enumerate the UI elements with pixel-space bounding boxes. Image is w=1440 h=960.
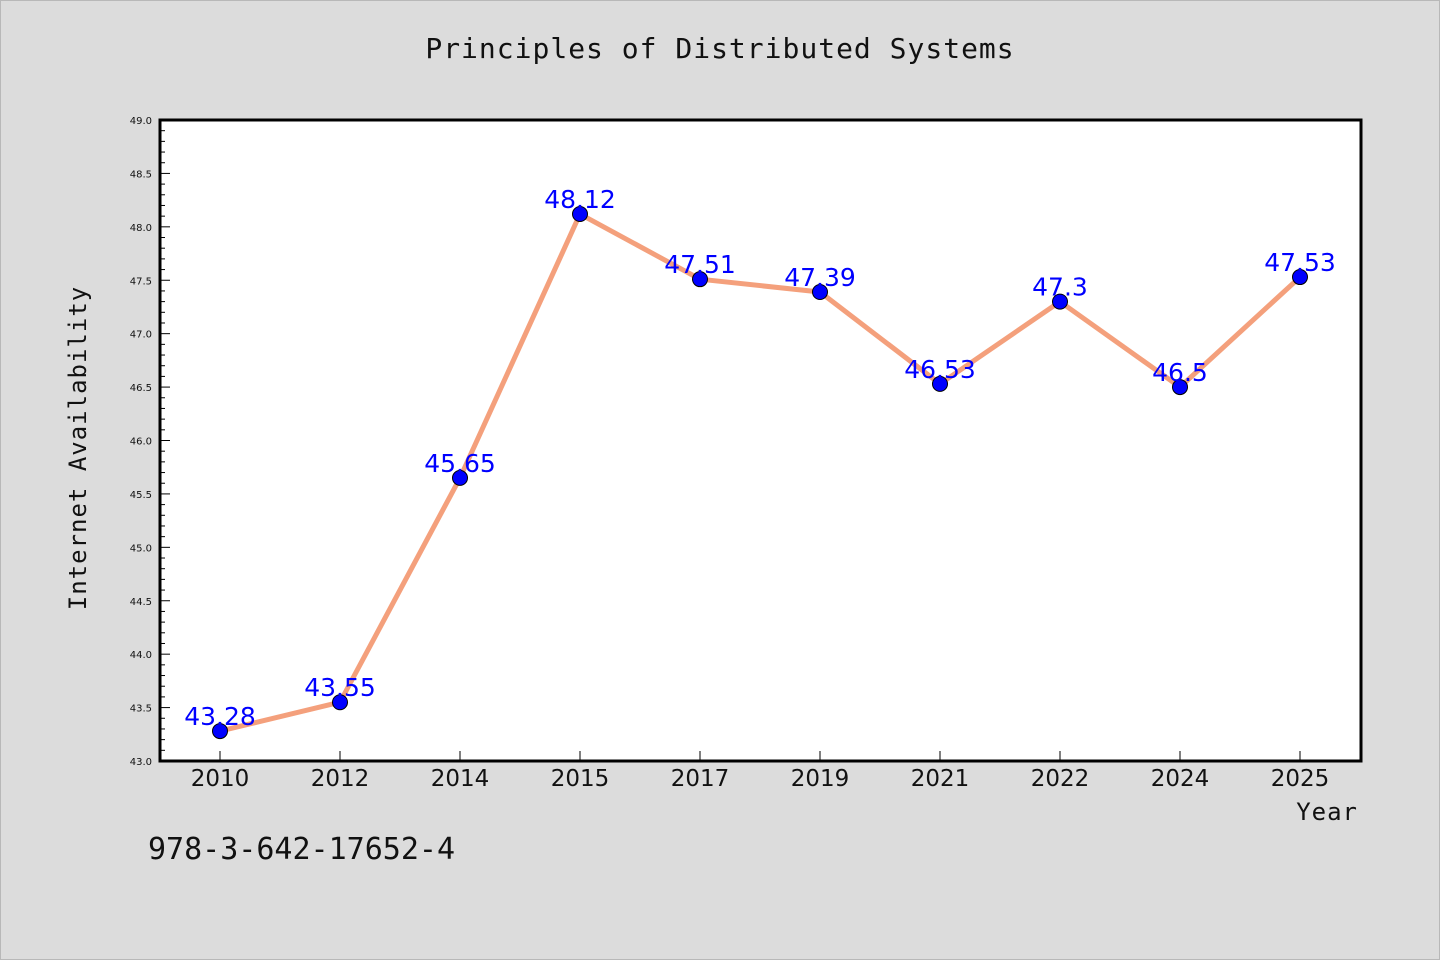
data-point (812, 284, 828, 301)
data-point (452, 469, 468, 486)
y-axis-label: Internet Availability (64, 286, 92, 610)
x-tick-label: 2017 (671, 766, 730, 792)
x-tick-label: 2022 (1031, 766, 1090, 792)
data-label: 46.5 (1152, 358, 1208, 387)
y-tick-label: 46.5 (130, 383, 152, 394)
data-label: 48.12 (544, 185, 616, 214)
x-tick-label: 2012 (311, 766, 370, 792)
data-point (1052, 293, 1068, 310)
x-axis-ticks: 2010 2012 2014 2015 2017 2019 2021 2022 2024 2025 (191, 751, 1330, 792)
y-tick-label: 46.0 (130, 437, 152, 448)
series-line (219, 211, 1302, 734)
data-point (212, 723, 228, 740)
data-label: 47.51 (664, 250, 736, 279)
x-tick-label: 2024 (1151, 766, 1210, 792)
x-tick-label: 2014 (431, 766, 490, 792)
y-tick-label: 44.5 (130, 597, 152, 608)
x-tick-label: 2010 (191, 766, 250, 792)
data-point (1172, 379, 1188, 396)
series-group (212, 206, 1308, 740)
y-tick-label: 47.0 (130, 330, 152, 341)
y-tick-label: 48.0 (130, 223, 152, 234)
data-point (692, 271, 708, 288)
data-labels-group: 43.28 43.55 45.65 48.12 47.51 47.39 46.53 47.3 4… (184, 185, 1336, 731)
y-axis-ticks: 43.0 43.5 44.0 44.5 45.0 45.5 46.0 46.5 47.0 47.5… (130, 116, 170, 768)
y-tick-label: 44.0 (130, 650, 152, 661)
data-point (932, 375, 948, 392)
chart-title: Principles of Distributed Systems (425, 32, 1015, 65)
y-tick-label: 49.0 (130, 116, 152, 127)
x-axis-label: Year (1296, 798, 1358, 826)
data-label: 43.55 (304, 673, 376, 702)
x-tick-label: 2019 (791, 766, 850, 792)
data-point (572, 206, 588, 223)
data-point (1292, 269, 1308, 286)
data-label: 45.65 (424, 449, 496, 478)
y-tick-label: 47.5 (130, 276, 152, 287)
data-label: 47.3 (1032, 273, 1088, 302)
x-tick-label: 2021 (911, 766, 970, 792)
isbn-text: 978-3-642-17652-4 (148, 832, 456, 867)
y-tick-label: 48.5 (130, 169, 152, 180)
y-tick-label: 43.0 (130, 757, 152, 768)
plot-area (158, 118, 1363, 763)
data-label: 47.53 (1264, 248, 1336, 277)
data-label: 46.53 (904, 355, 976, 384)
data-label: 47.39 (784, 263, 856, 292)
y-tick-label: 43.5 (130, 704, 152, 715)
y-tick-label: 45.5 (130, 490, 152, 501)
data-point (332, 694, 348, 711)
x-tick-label: 2015 (551, 766, 610, 792)
data-label: 43.28 (184, 702, 256, 731)
y-tick-label: 45.0 (130, 543, 152, 554)
x-tick-label: 2025 (1271, 766, 1330, 792)
